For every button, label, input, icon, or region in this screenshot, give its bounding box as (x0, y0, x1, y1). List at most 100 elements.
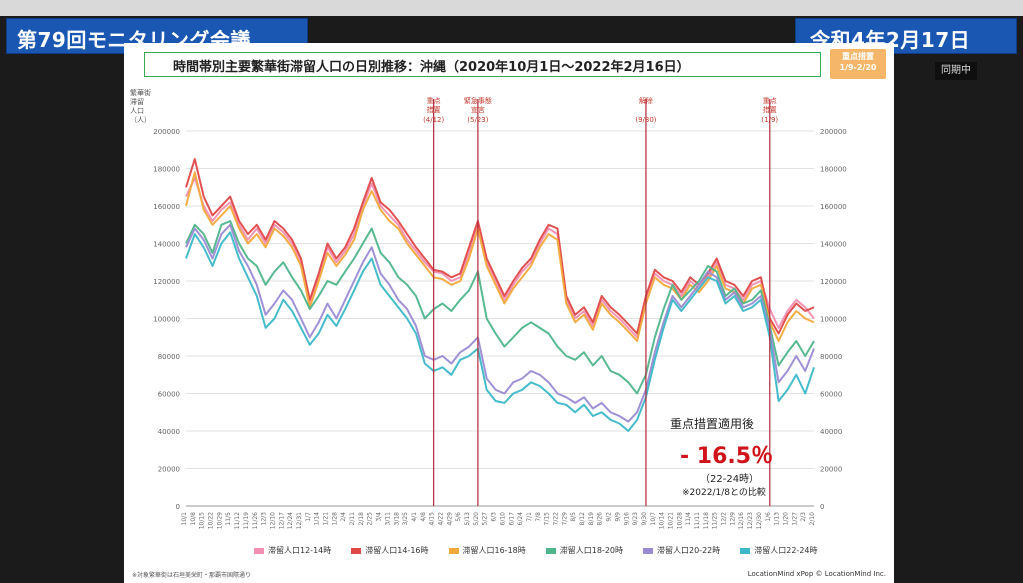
x-tick-label: 8/19 (588, 512, 595, 526)
chart-title-box: 時間帯別主要繁華街滞留人口の日別推移：沖縄（2020年10月1日～2022年2月… (144, 52, 821, 77)
y-tick-label-left: 140000 (153, 241, 180, 249)
x-tick-label: 5/27 (482, 512, 489, 526)
series-line (185, 223, 815, 423)
legend-item: 滞留人口20-22時 (643, 545, 720, 556)
x-tick-label: 3/18 (393, 512, 400, 526)
x-tick-label: 2/18 (358, 512, 365, 526)
line-chart: 0 0 20000 20000 40000 40000 60000 60000 80000 800… (153, 96, 847, 529)
legend-label: 滞留人口16-18時 (462, 546, 526, 555)
y-tick-label-left: 40000 (158, 428, 180, 436)
event-label: 解除 (639, 96, 653, 105)
x-tick-label: 5/20 (473, 512, 480, 526)
annotation-box: 重点措置適用後 - 16.5％ （22-24時） ※2022/1/8との比較 (670, 415, 800, 515)
x-tick-label: 12/9 (729, 512, 736, 526)
legend-swatch (254, 547, 264, 554)
x-tick-label: 8/12 (579, 512, 586, 526)
legend-item: 滞留人口12-14時 (254, 545, 331, 556)
x-tick-label: 12/16 (738, 512, 745, 529)
y-tick-label-left: 0 (176, 503, 180, 511)
legend-label: 滞留人口22-24時 (754, 546, 818, 555)
x-tick-label: 2/10 (809, 512, 816, 526)
x-tick-label: 10/14 (659, 512, 666, 529)
browser-top-strip (0, 0, 1023, 16)
x-tick-label: 7/1 (526, 512, 533, 522)
x-tick-label: 9/23 (632, 512, 639, 526)
y-tick-label-right: 60000 (820, 391, 842, 399)
x-tick-label: 11/4 (685, 512, 692, 526)
legend-item: 滞留人口18-20時 (545, 545, 623, 556)
event-date: (1/9) (761, 116, 778, 124)
y-tick-label-right: 180000 (820, 166, 847, 174)
x-tick-label: 5/6 (455, 512, 462, 522)
x-tick-label: 6/24 (517, 512, 524, 526)
x-tick-label: 10/28 (676, 512, 683, 529)
event-label: 措置 (427, 105, 441, 114)
x-tick-label: 1/27 (791, 512, 798, 526)
y-axis-title: 繁華街 滞留 人口 （人） (130, 89, 151, 125)
y-tick-label-left: 180000 (153, 166, 180, 174)
x-tick-label: 9/16 (623, 512, 630, 526)
x-tick-label: 10/29 (216, 512, 223, 529)
y-axis-title-line: 人口 (130, 107, 144, 115)
x-tick-label: 3/25 (402, 512, 409, 526)
x-tick-label: 9/9 (614, 512, 621, 522)
x-tick-label: 10/8 (190, 512, 197, 526)
event-label: 重点 (763, 97, 777, 105)
x-tick-label: 12/30 (756, 512, 763, 529)
y-axis-title-line: （人） (130, 116, 151, 124)
series-line (185, 158, 815, 335)
series-line (185, 176, 815, 339)
x-tick-label: 11/19 (243, 512, 250, 529)
y-axis-title-line: 繁華街 (130, 89, 151, 97)
sync-status[interactable]: 同期中 (935, 62, 977, 80)
event-label: 措置 (763, 105, 777, 114)
legend-swatch (351, 547, 362, 554)
y-tick-label-left: 100000 (153, 316, 180, 324)
x-tick-label: 7/29 (561, 512, 568, 526)
legend-swatch (643, 547, 653, 554)
x-tick-label: 11/5 (225, 512, 232, 526)
x-tick-label: 8/26 (597, 512, 604, 526)
x-tick-label: 4/22 (438, 512, 445, 526)
x-tick-label: 7/15 (544, 512, 551, 526)
x-tick-label: 4/29 (446, 512, 453, 526)
y-tick-label-right: 20000 (820, 466, 842, 474)
x-tick-label: 9/30 (641, 512, 648, 526)
x-tick-label: 12/31 (296, 512, 303, 529)
x-tick-label: 2/11 (349, 512, 356, 526)
legend-item: 滞留人口14-16時 (351, 545, 429, 556)
badge-label: 重点措置 (842, 52, 874, 61)
x-tick-label: 6/17 (508, 512, 515, 526)
y-tick-label-right: 40000 (820, 428, 842, 436)
x-tick-label: 6/10 (499, 512, 506, 526)
legend-item: 滞留人口16-18時 (448, 545, 526, 556)
annotation-subtitle: （22-24時） (700, 474, 760, 485)
y-tick-label-left: 80000 (158, 353, 180, 361)
y-tick-label-left: 60000 (158, 391, 180, 399)
x-tick-label: 3/4 (376, 512, 383, 522)
event-date: (4/12) (423, 116, 444, 124)
y-tick-label-right: 160000 (820, 203, 847, 211)
measure-badge: 重点措置 1/9-2/20 (830, 49, 886, 79)
footnote: ※対象繁華街は石垣美栄町・那覇市国際通り (132, 572, 252, 579)
event-label: 重点 (427, 97, 441, 105)
x-tick-label: 10/1 (181, 512, 188, 526)
y-tick-label-right: 80000 (820, 353, 842, 361)
event-date: (5/23) (467, 116, 488, 124)
y-tick-label-right: 140000 (820, 241, 847, 249)
x-tick-label: 5/13 (464, 512, 471, 526)
event-date: (9/30) (635, 116, 656, 124)
y-tick-label-left: 200000 (153, 128, 180, 136)
x-tick-label: 4/1 (411, 512, 418, 522)
chart-legend: 滞留人口12-14時 滞留人口14-16時 滞留人口16-18時 滞留人口18-… (254, 545, 818, 556)
x-tick-label: 10/22 (208, 512, 215, 529)
y-tick-label-right: 200000 (820, 128, 847, 136)
y-tick-label-left: 120000 (153, 278, 180, 286)
annotation-title: 重点措置適用後 (670, 417, 755, 431)
y-tick-label-left: 160000 (153, 203, 180, 211)
chart-title: 時間帯別主要繁華街滞留人口の日別推移：沖縄（2020年10月1日～2022年2月… (173, 60, 690, 75)
x-tick-label: 10/7 (650, 512, 657, 526)
x-tick-label: 9/2 (606, 512, 613, 522)
event-label: 緊急事態 (464, 96, 492, 105)
y-tick-label-left: 20000 (158, 466, 180, 474)
